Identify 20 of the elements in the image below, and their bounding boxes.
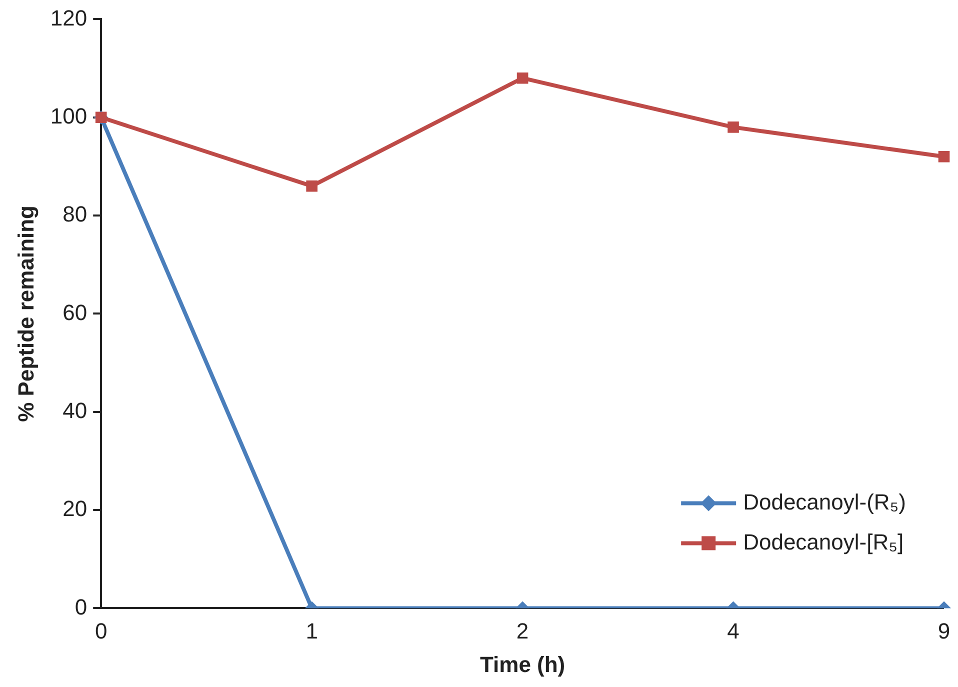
- x-tick-label: 4: [727, 618, 740, 644]
- y-tick-label: 100: [50, 103, 88, 128]
- point: [938, 150, 950, 162]
- y-tick-label: 80: [62, 202, 88, 227]
- y-tick-label: 60: [62, 300, 88, 325]
- x-tick-label: 2: [516, 618, 529, 644]
- point: [516, 72, 528, 84]
- x-tick-label: 0: [94, 618, 108, 644]
- y-tick-label: 120: [50, 5, 88, 30]
- y-tick-label: 40: [62, 398, 88, 423]
- x-tick-label: 1: [306, 618, 318, 644]
- x-axis-title: Time (h): [480, 652, 566, 677]
- x-tick-label: 9: [938, 618, 950, 644]
- legend-label: Dodecanoyl-(R₅): [743, 489, 906, 514]
- y-axis-title: % Peptide remaining: [13, 206, 38, 422]
- point: [306, 180, 318, 192]
- y-tick-label: 0: [74, 594, 88, 620]
- legend-label: Dodecanoyl-[R₅]: [743, 529, 904, 554]
- y-tick-label: 20: [62, 496, 88, 522]
- point: [728, 122, 739, 133]
